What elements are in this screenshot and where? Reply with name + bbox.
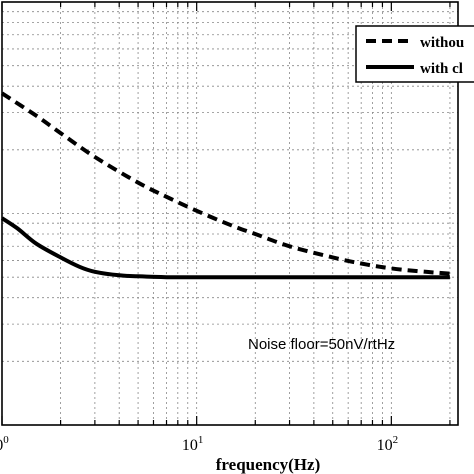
legend: withou with cl (355, 25, 474, 83)
series-line-dashed (0, 91, 451, 276)
series-layer (0, 91, 451, 280)
tick-labels: 100 101 102 (0, 434, 398, 454)
noise-floor-annotation: Noise floor=50nV/rtHz (248, 336, 395, 353)
axes (1, 1, 459, 426)
legend-label-solid: with cl (420, 61, 463, 77)
series-line-solid (0, 216, 450, 280)
x-tick-label: 102 (377, 434, 399, 454)
legend-label-dashed: withou (420, 35, 464, 51)
x-axis-label: frequency(Hz) (216, 455, 321, 474)
plot-frame (1, 1, 459, 426)
x-tick-label: 101 (182, 434, 204, 454)
x-tick-label: 100 (0, 434, 9, 454)
legend-box (355, 25, 474, 83)
